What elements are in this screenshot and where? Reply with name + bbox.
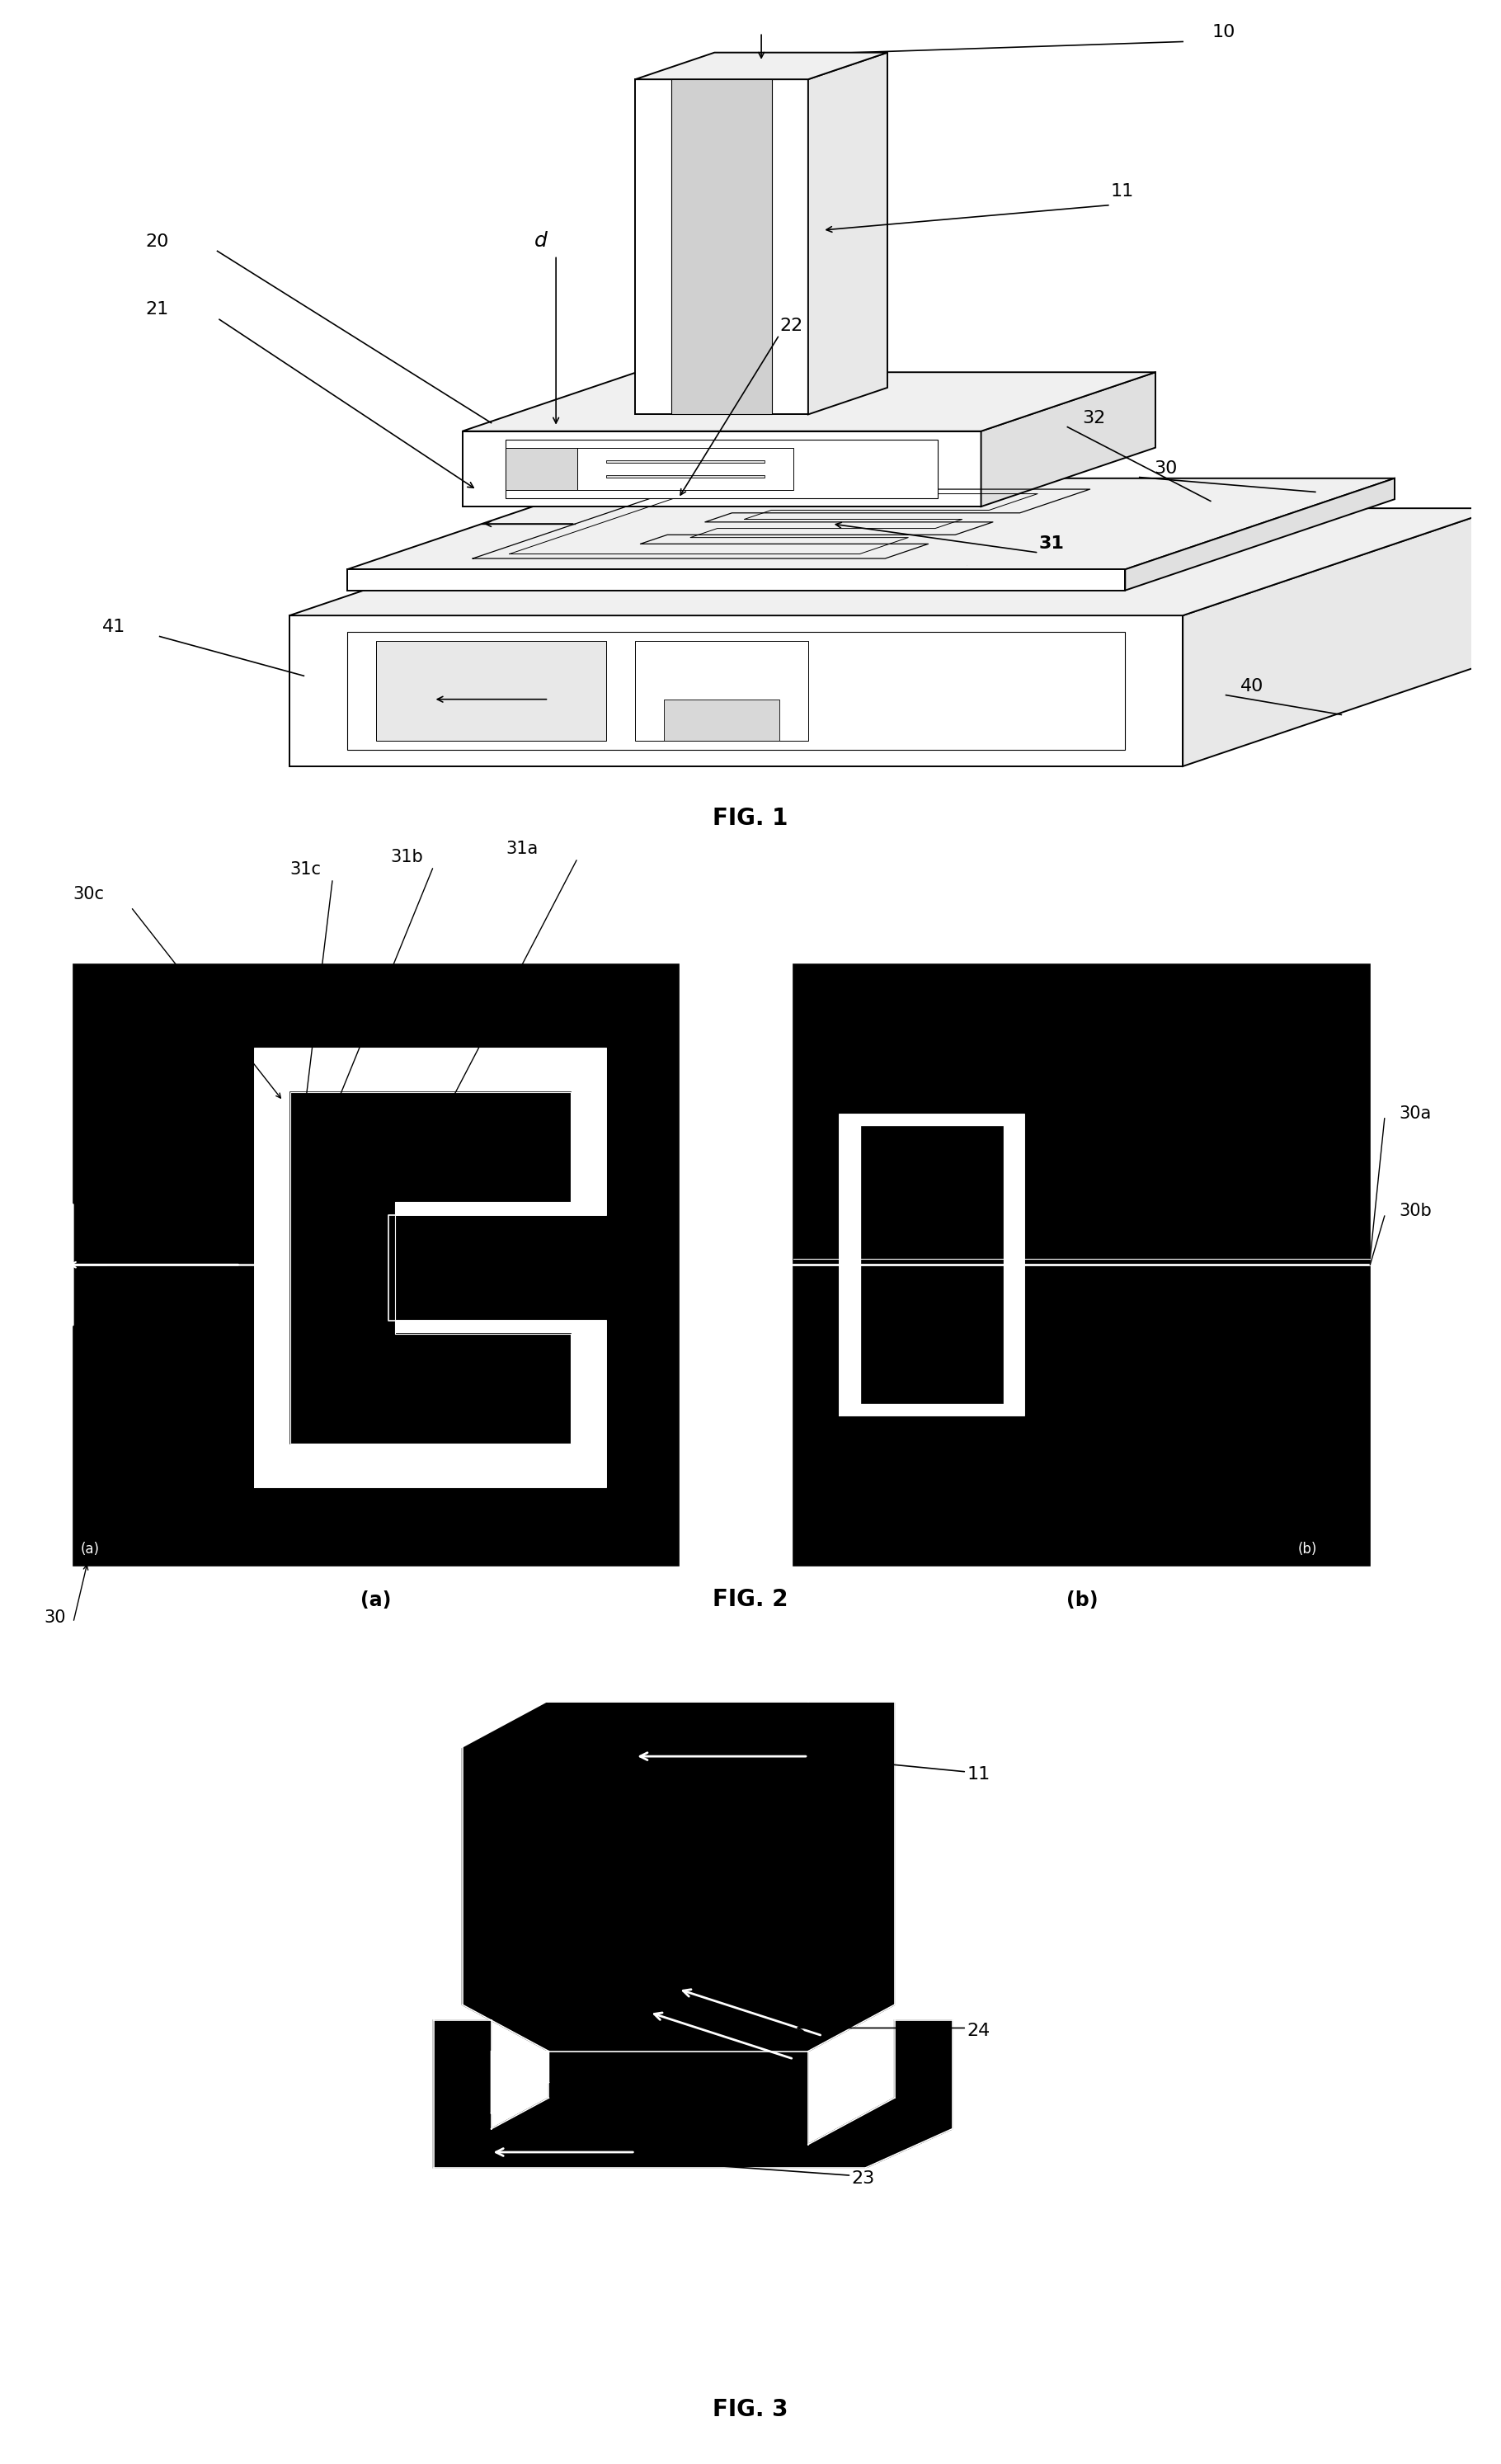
Polygon shape — [290, 616, 1183, 766]
Polygon shape — [290, 1092, 570, 1444]
Text: d: d — [534, 232, 548, 251]
Text: FIG. 1: FIG. 1 — [713, 806, 788, 830]
Text: 10: 10 — [1211, 25, 1235, 42]
Polygon shape — [462, 431, 982, 508]
Polygon shape — [671, 79, 772, 414]
Text: 30c: 30c — [74, 885, 105, 902]
Text: FIG. 3: FIG. 3 — [713, 2397, 788, 2422]
Text: (b): (b) — [1066, 1592, 1097, 1611]
Text: FIG. 2: FIG. 2 — [713, 1589, 788, 1611]
Polygon shape — [347, 478, 1394, 569]
Polygon shape — [635, 52, 887, 79]
Polygon shape — [982, 372, 1156, 508]
Text: 32: 32 — [1082, 409, 1105, 426]
Text: 31b: 31b — [390, 850, 423, 865]
Text: 30b: 30b — [1399, 1202, 1432, 1220]
Polygon shape — [74, 963, 678, 1565]
Polygon shape — [663, 700, 779, 742]
Text: 30: 30 — [1154, 461, 1177, 476]
Polygon shape — [375, 641, 606, 742]
Polygon shape — [255, 1047, 606, 1488]
Polygon shape — [578, 448, 794, 490]
Polygon shape — [862, 1126, 1003, 1402]
Text: 22: 22 — [779, 318, 803, 335]
Polygon shape — [290, 508, 1499, 616]
Polygon shape — [635, 641, 808, 742]
Polygon shape — [434, 2020, 952, 2168]
Text: 20: 20 — [146, 234, 168, 251]
Text: (b): (b) — [1298, 1542, 1318, 1557]
Text: 41: 41 — [102, 618, 126, 636]
Polygon shape — [506, 448, 578, 490]
Text: 30: 30 — [45, 1609, 66, 1626]
Polygon shape — [491, 2050, 549, 2114]
Text: 11: 11 — [1111, 182, 1135, 200]
Polygon shape — [808, 52, 887, 414]
Polygon shape — [794, 963, 1370, 1565]
Text: 24: 24 — [967, 2023, 991, 2040]
Polygon shape — [462, 1703, 895, 2050]
Polygon shape — [462, 372, 1156, 431]
Text: 21: 21 — [146, 301, 168, 318]
Text: 31c: 31c — [290, 862, 321, 877]
Polygon shape — [506, 439, 938, 498]
Text: 11: 11 — [967, 1767, 991, 1784]
Polygon shape — [347, 569, 1126, 591]
Polygon shape — [30, 1175, 74, 1355]
Polygon shape — [841, 1114, 1024, 1414]
Text: (a): (a) — [360, 1592, 392, 1611]
Polygon shape — [1126, 478, 1394, 591]
Polygon shape — [1183, 508, 1499, 766]
Polygon shape — [347, 633, 1126, 749]
Text: 40: 40 — [1240, 678, 1264, 695]
Text: 30a: 30a — [1399, 1106, 1432, 1121]
Text: 31: 31 — [1039, 535, 1064, 552]
Polygon shape — [635, 79, 808, 414]
Text: 23: 23 — [851, 2171, 875, 2186]
Text: (a): (a) — [81, 1542, 99, 1557]
Text: 31a: 31a — [506, 840, 537, 857]
